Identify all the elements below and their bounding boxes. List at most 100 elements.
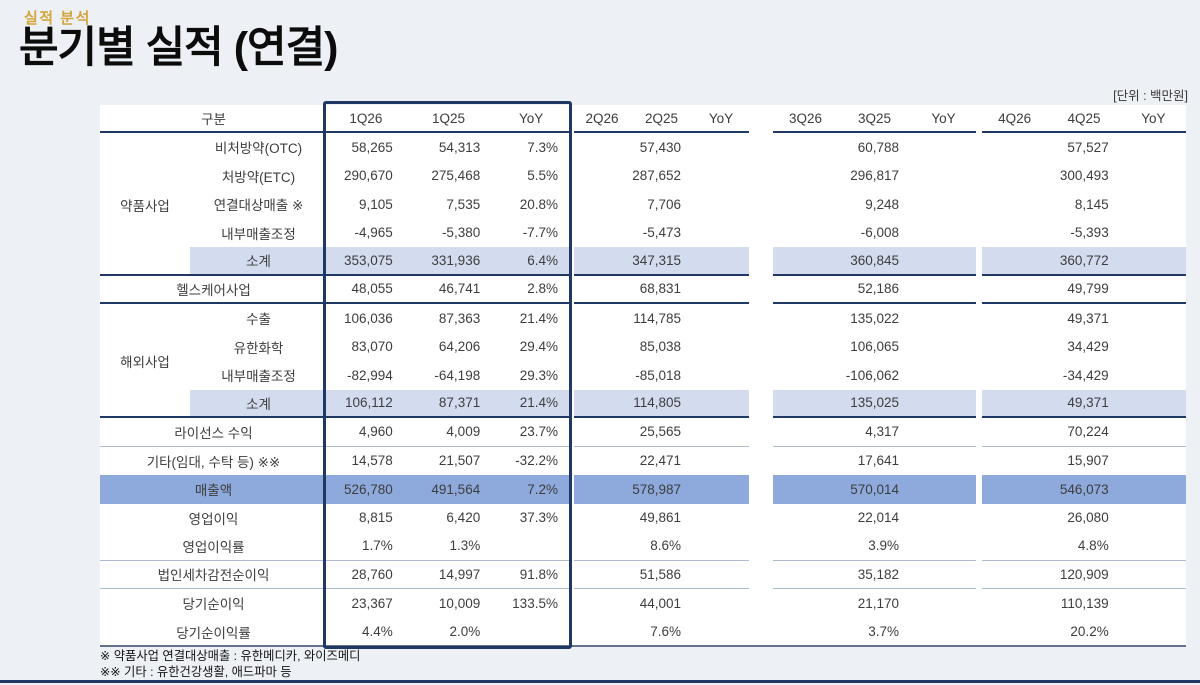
value-cell: -6,008 [860,225,900,241]
table-row: 3.9% [773,532,976,561]
value-cell: 360,772 [1059,252,1109,268]
table-row: 296,817 [773,162,976,191]
row-label: 영업이익 [188,511,239,527]
table-row: 135,022 [773,304,976,333]
table-row: 8,815 6,420 37.3% [327,504,570,533]
table-row: 26,080 [982,504,1186,533]
table-row: 347,315 [574,247,749,276]
value-cell: 133.5% [512,595,558,611]
value-cell: 49,371 [1067,310,1109,326]
value-cell: 25,565 [639,424,681,440]
value-cell: -5,473 [642,225,681,241]
column-header-YoY: YoY [708,110,734,126]
bottom-page-divider [0,680,1200,683]
value-cell: 114,785 [633,310,681,326]
row-label: 내부매출조정 [221,226,296,242]
value-cell: 17,641 [857,453,900,469]
table-row: 7.6% [574,618,749,647]
table-row: 60,788 [773,133,976,162]
table-row: 48,055 46,741 2.8% [327,276,570,304]
table-row: 내부매출조정 [100,219,327,248]
value-cell: 14,997 [438,566,481,582]
value-cell: -4,965 [354,225,393,241]
table-row: 106,065 [773,333,976,362]
value-cell: 8.6% [650,538,681,554]
value-cell: 360,845 [850,252,900,268]
table-row: 17,641 [773,447,976,476]
value-cell: 58,265 [351,139,393,155]
table-row: 연결대상매출 ※ [100,190,327,219]
value-cell: 4.4% [361,624,393,640]
value-cell: 44,001 [639,595,681,611]
row-label: 당기순이익률 [176,625,251,641]
table-row: -106,062 [773,361,976,390]
table-row: 기타(임대, 수탁 등) ※※ [100,447,327,476]
corner-header: 구분 [201,112,226,127]
value-cell: 46,741 [438,281,481,297]
value-cell: 51,586 [639,566,681,582]
quarter-panel-3Q26: 3Q26 3Q25 YoY 60,788 296,817 9,248 -6,008 360,8… [773,105,976,646]
row-label: 매출액 [194,483,233,499]
column-header-1Q25: 1Q25 [431,110,465,126]
quarter-panel-1Q26: 1Q26 1Q25 YoY 58,265 54,313 7.3% 290,670 275,46… [327,105,570,646]
table-row: 14,578 21,507 -32.2% [327,447,570,476]
table-row: 당기순이익률 [100,618,327,647]
table-row: 526,780 491,564 7.2% [327,475,570,504]
table-row: 유한화학 [100,333,327,362]
table-row: -5,473 [574,219,749,248]
table-row: 수출 [100,304,327,333]
column-header-2Q26: 2Q26 [585,110,619,126]
table-row: -85,018 [574,361,749,390]
table-row: 8,145 [982,190,1186,219]
value-cell: 10,009 [438,595,481,611]
table-row: 110,139 [982,589,1186,618]
row-label: 기타(임대, 수탁 등) ※※ [146,454,281,470]
table-row: 360,845 [773,247,976,276]
table-row: 49,861 [574,504,749,533]
value-cell: 106,036 [343,310,393,326]
value-cell: 23.7% [519,424,558,440]
table-row: 300,493 [982,162,1186,191]
table-row: 49,371 [982,389,1186,418]
table-row: 처방약(ETC) [100,162,327,191]
value-cell: 20.8% [519,196,558,212]
value-cell: -34,429 [1062,367,1109,383]
value-cell: 21.4% [519,310,558,326]
value-cell: 57,527 [1067,139,1109,155]
value-cell: 347,315 [632,252,681,268]
table-row: 83,070 64,206 29.4% [327,333,570,362]
value-cell: 106,112 [344,395,393,411]
table-row: -4,965 -5,380 -7.7% [327,219,570,248]
row-group-pharma-business: 약품사업 [120,198,170,214]
unit-note: [단위 : 백만원] [1113,89,1188,103]
value-cell: 331,936 [431,252,481,268]
value-cell: -5,393 [1070,225,1109,241]
table-row: 57,430 [574,133,749,162]
value-cell: 23,367 [351,595,393,611]
value-cell: 7.3% [527,139,558,155]
row-label: 내부매출조정 [221,369,296,385]
value-cell: 135,025 [850,395,900,411]
value-cell: 8,815 [358,510,393,526]
table-row: 4,960 4,009 23.7% [327,418,570,447]
value-cell: 7.6% [650,624,681,640]
footnote-2: ※※ 기타 : 유한건강생활, 애드파마 등 [100,664,292,679]
value-cell: 9,105 [358,196,393,212]
table-row: 22,014 [773,504,976,533]
quarter-panel-2Q26: 2Q26 2Q25 YoY 57,430 287,652 7,706 -5,473 347,3… [574,105,749,646]
table-row: 546,073 [982,475,1186,504]
table-row: 법인세차감전순이익 [100,561,327,589]
value-cell: -5,380 [441,225,481,241]
row-label: 비처방약(OTC) [214,141,303,157]
value-cell: 7.2% [527,481,558,497]
table-row: 114,785 [574,304,749,333]
table-row: 3.7% [773,618,976,647]
value-cell: 353,075 [343,252,393,268]
footnotes: ※ 약품사업 연결대상매출 : 유한메디카, 와이즈메디 ※※ 기타 : 유한건… [100,649,360,680]
table-row: 35,182 [773,561,976,589]
table-row: -82,994 -64,198 29.3% [327,361,570,390]
value-cell: 1.7% [361,538,393,554]
table-row: -6,008 [773,219,976,248]
table-row: 360,772 [982,247,1186,276]
value-cell: 9,248 [865,196,900,212]
